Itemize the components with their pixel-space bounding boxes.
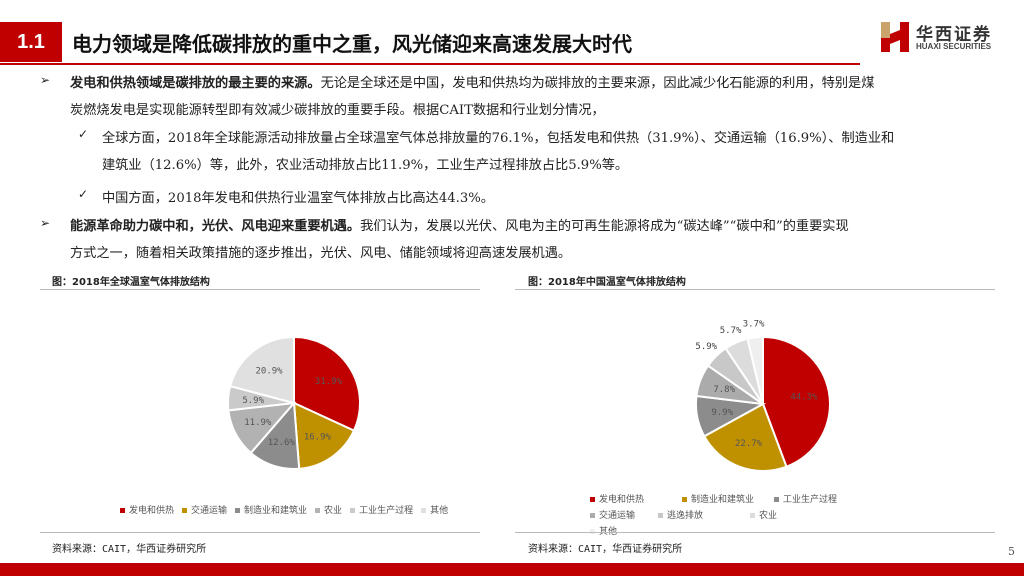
data-label: 44.3% (790, 393, 818, 403)
legend-swatch (658, 512, 663, 518)
page-title: 电力领域是降低碳排放的重中之重，风光储迎来高速发展大时代 (72, 32, 632, 56)
legend-swatch (590, 528, 595, 534)
legend-swatch (590, 496, 595, 502)
paragraph-2-line-1: 能源革命助力碳中和，光伏、风电迎来重要机遇。我们认为，发展以光伏、风电为主的可再… (70, 215, 849, 234)
p1-bold: 发电和供热领域是碳排放的最主要的来源。 (70, 76, 321, 91)
caption-divider (40, 289, 480, 290)
chart-1-legend: 发电和供热 交通运输 制造业和建筑业 农业 工业生产过程 其他 (120, 503, 456, 516)
data-label: 12.6% (268, 438, 296, 448)
legend-item: 其他 (421, 506, 448, 516)
data-label: 31.9% (315, 377, 343, 387)
legend-swatch (182, 507, 188, 513)
data-label: 3.7% (743, 320, 765, 330)
pie-slice-交通运输 (292, 401, 356, 470)
chart-2-pie: 44.3% 22.7% 9.9% 7.8% 5.9%5.7%3.7% (695, 320, 831, 472)
legend-swatch (750, 512, 755, 518)
header-divider (0, 63, 860, 65)
data-label: 16.9% (304, 433, 332, 443)
source-divider (40, 532, 480, 533)
legend-label: 发电和供热 (599, 495, 645, 505)
company-logo: 华西证券 HUAXI SECURITIES (880, 20, 1020, 56)
logo-mark-icon (881, 22, 909, 52)
legend-swatch (315, 507, 321, 513)
chart-2-caption: 图：2018年中国温室气体排放结构 (528, 277, 686, 288)
legend-item: 制造业和建筑业 (682, 492, 766, 508)
source-divider (515, 532, 995, 533)
legend-item: 制造业和建筑业 (235, 506, 307, 516)
legend-swatch (120, 507, 125, 513)
data-label: 5.9% (695, 342, 717, 352)
pie-slice-发电和供热 (762, 335, 831, 469)
legend-label: 制造业和建筑业 (244, 506, 308, 516)
pie-slice-制造业和建筑业 (702, 402, 788, 472)
legend-item: 工业生产过程 (350, 506, 413, 516)
legend-item: 交通运输 (182, 506, 227, 516)
paragraph-1-line-1: 发电和供热领域是碳排放的最主要的来源。无论是全球还是中国，发电和供热均为碳排放的… (70, 72, 874, 91)
pie-slice-其他 (746, 335, 764, 405)
legend-label: 交通运输 (191, 506, 228, 516)
legend-swatch (774, 496, 779, 502)
legend-label: 农业 (324, 506, 343, 516)
legend-item: 逃逸排放 (658, 508, 742, 524)
logo-cn: 华西证券 (916, 25, 992, 45)
data-label: 5.7% (720, 326, 742, 336)
legend-item: 农业 (315, 506, 342, 516)
data-label: 9.9% (711, 408, 733, 418)
legend-item: 工业生产过程 (774, 492, 858, 508)
legend-label: 农业 (759, 511, 778, 521)
legend-item: 发电和供热 (590, 492, 674, 508)
legend-label: 制造业和建筑业 (691, 495, 755, 505)
legend-label: 其他 (430, 506, 449, 516)
legend-swatch (421, 507, 427, 513)
legend-swatch (590, 512, 595, 518)
legend-label: 工业生产过程 (783, 495, 838, 505)
legend-item: 发电和供热 (120, 506, 174, 516)
legend-item: 交通运输 (590, 508, 650, 524)
legend-swatch (350, 507, 356, 513)
chart-1-source: 资料来源：CAIT，华西证券研究所 (52, 544, 207, 555)
bullet-icon: ➢ (40, 216, 51, 230)
p2-bold: 能源革命助力碳中和，光伏、风电迎来重要机遇。 (70, 219, 361, 234)
point-2-line-1: 中国方面，2018年发电和供热行业温室气体排放占比高达44.3%。 (102, 191, 494, 206)
data-label: 20.9% (255, 367, 283, 377)
check-icon: ✓ (78, 127, 89, 141)
logo-en: HUAXI SECURITIES (916, 42, 992, 51)
pie-slice-其他 (228, 335, 295, 405)
paragraph-2-line-2: 方式之一，随着相关政策措施的逐步推出，光伏、风电、储能领域将迎高速发展机遇。 (70, 246, 572, 261)
point-1-line-1: 全球方面，2018年全球能源活动排放量占全球温室气体总排放量的76.1%，包括发… (102, 131, 895, 146)
data-label: 11.9% (244, 418, 272, 428)
p2-rest: 我们认为，发展以光伏、风电为主的可再生能源将成为“碳达峰”“碳中和”的重要实现 (360, 219, 849, 234)
check-icon: ✓ (78, 187, 89, 201)
legend-label: 逃逸排放 (667, 511, 704, 521)
page-number: 5 (1008, 545, 1015, 558)
caption-divider (515, 289, 995, 290)
legend-label: 交通运输 (599, 511, 636, 521)
chart-2-source: 资料来源：CAIT，华西证券研究所 (528, 544, 683, 555)
legend-swatch (682, 496, 687, 502)
chart-1-pie: 31.9% 16.9% 12.6% 11.9% 5.9% 20.9% (227, 335, 361, 470)
p1-rest: 无论是全球还是中国，发电和供热均为碳排放的主要来源，因此减少化石能源的利用，特别… (320, 76, 875, 91)
data-label: 7.8% (713, 385, 735, 395)
footer-bar (0, 563, 1024, 576)
data-label: 5.9% (242, 396, 264, 406)
legend-swatch (235, 507, 241, 513)
point-1-line-2: 建筑业（12.6%）等，此外，农业活动排放占比11.9%，工业生产过程排放占比5… (102, 158, 629, 173)
pie-slice-发电和供热 (293, 335, 361, 432)
bullet-icon: ➢ (40, 73, 51, 87)
data-label: 22.7% (735, 439, 763, 449)
legend-label: 发电和供热 (129, 506, 175, 516)
paragraph-1-line-2: 炭燃烧发电是实现能源转型即有效减少碳排放的重要手段。根据CAIT数据和行业划分情… (70, 103, 605, 118)
section-number: 1.1 (0, 22, 62, 62)
legend-label: 工业生产过程 (359, 506, 414, 516)
chart-1-caption: 图：2018年全球温室气体排放结构 (52, 277, 210, 288)
legend-item: 农业 (750, 508, 834, 524)
